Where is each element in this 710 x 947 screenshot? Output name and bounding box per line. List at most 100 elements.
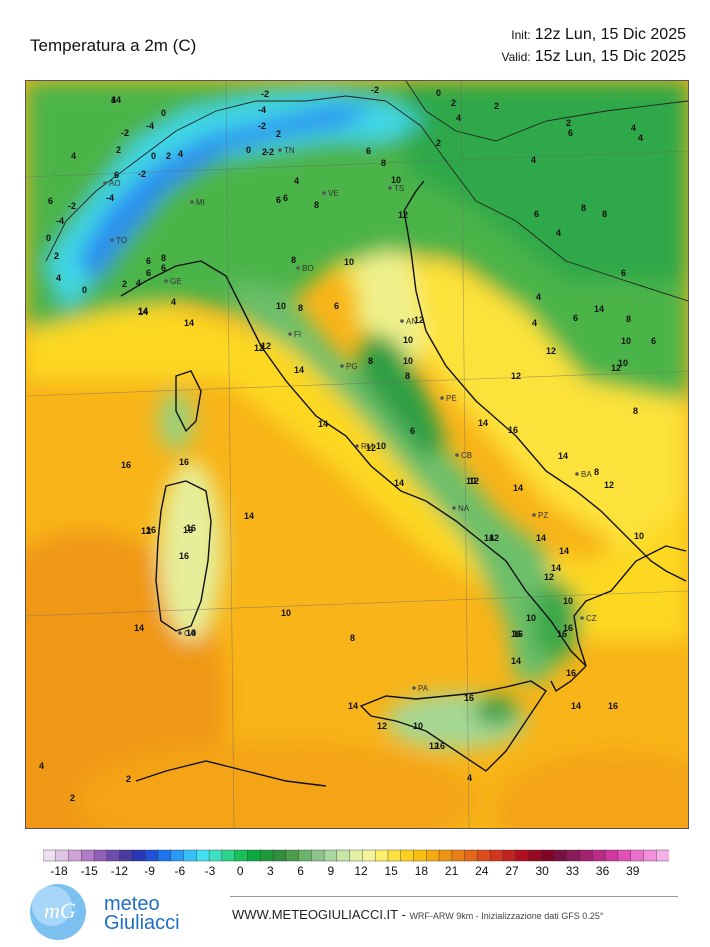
color-scale-tick: 36 — [595, 864, 610, 878]
color-swatch — [43, 849, 57, 862]
color-swatch — [196, 849, 210, 862]
temperature-value: 14 — [134, 623, 144, 633]
city-marker — [412, 686, 416, 690]
temperature-value: 10 — [186, 628, 196, 638]
color-swatch — [477, 849, 491, 862]
temperature-value: 4 — [136, 278, 141, 288]
temperature-value: 10 — [391, 175, 401, 185]
temperature-value: 6 — [146, 268, 151, 278]
city-marker — [340, 364, 344, 368]
city-label: AN — [406, 317, 417, 326]
color-scale-tick: 0 — [236, 864, 244, 878]
temperature-value: 10 — [618, 358, 628, 368]
color-scale-tick: 6 — [297, 864, 304, 878]
temperature-value: 14 — [138, 307, 148, 317]
footer-credits: WWW.METEOGIULIACCI.IT - WRF-ARW 9km - In… — [232, 907, 603, 922]
color-swatch — [438, 849, 453, 862]
city-marker — [388, 186, 392, 190]
color-swatch — [489, 849, 504, 862]
temperature-value: 14 — [111, 95, 121, 105]
graticule — [26, 81, 688, 828]
temperature-value: 12 — [414, 315, 424, 325]
temperature-value: 2 — [166, 151, 171, 161]
website-link[interactable]: WWW.METEOGIULIACCI.IT - — [232, 907, 406, 922]
temperature-value: 4 — [294, 176, 299, 186]
temperature-value: -2 — [138, 169, 146, 179]
color-swatch — [170, 849, 185, 862]
temperature-value: 2 — [276, 129, 281, 139]
temperature-value: 14 — [394, 478, 404, 488]
city-marker — [178, 631, 182, 635]
temperature-value: 12 — [611, 363, 621, 373]
temperature-value: 14 — [536, 533, 546, 543]
temperature-value: 14 — [138, 306, 148, 316]
temperature-value: 14 — [513, 483, 523, 493]
temperature-value: 2 — [566, 118, 571, 128]
color-scale-tick: 18 — [414, 864, 429, 878]
color-swatch — [272, 849, 287, 862]
temperature-value: 12 — [141, 526, 151, 536]
valid-value: 15z Lun, 15 Dic 2025 — [534, 48, 686, 65]
color-swatch — [464, 849, 479, 862]
color-swatch — [55, 849, 70, 862]
city-marker — [452, 506, 456, 510]
city-label: TS — [394, 184, 404, 193]
temperature-value: 8 — [314, 200, 319, 210]
color-swatch — [119, 849, 134, 862]
color-swatch — [298, 849, 312, 862]
color-swatch — [413, 849, 427, 862]
temperature-value: 16 — [121, 460, 131, 470]
city-marker — [164, 279, 168, 283]
color-swatch — [374, 849, 389, 862]
color-swatch — [247, 849, 261, 862]
temperature-value: 2 — [494, 101, 499, 111]
color-scale-bar — [43, 849, 669, 862]
temperature-value: 12 — [469, 476, 479, 486]
temperature-value: 2 — [126, 774, 131, 784]
temperature-value: 4 — [56, 273, 61, 283]
color-swatch — [502, 849, 517, 862]
color-swatch — [234, 849, 249, 862]
color-swatch — [426, 849, 440, 862]
color-scale-tick: 24 — [475, 864, 489, 878]
color-swatch — [132, 849, 146, 862]
footer-separator — [230, 896, 678, 897]
color-swatch — [323, 849, 338, 862]
city-labels: AO TO MI TN VE TS GE BO FI AN PG PE RM CB NA BA PZ CZ CA PA — [103, 146, 597, 693]
temperature-value: 2 — [54, 251, 59, 261]
country-borders — [45, 81, 688, 302]
temperature-value: 14 — [184, 318, 194, 328]
temperature-value: 8 — [350, 633, 355, 643]
temperature-value: 8 — [626, 314, 631, 324]
color-scale-tick: -3 — [204, 864, 216, 878]
color-scale-tick: 30 — [535, 864, 549, 878]
color-scale-tick: -9 — [144, 864, 155, 878]
temperature-value: 12 — [377, 721, 387, 731]
temperature-value: 10 — [621, 336, 631, 346]
temperature-value: 0 — [246, 145, 251, 155]
temperature-value: -2 — [261, 89, 269, 99]
temperature-value: -2 — [121, 128, 129, 138]
temperature-value: 14 — [244, 511, 254, 521]
city-label: NA — [458, 504, 470, 513]
city-label: RM — [361, 442, 374, 451]
temperature-value: 16 — [179, 457, 189, 467]
temperature-value: 8 — [602, 209, 607, 219]
temperature-value: 16 — [513, 629, 523, 639]
init-value: 12z Lun, 15 Dic 2025 — [534, 26, 686, 43]
temperature-value: 12 — [366, 443, 376, 453]
color-swatch — [183, 849, 198, 862]
color-swatch — [259, 849, 274, 862]
city-label: VE — [328, 189, 339, 198]
temperature-value: 16 — [146, 525, 156, 535]
temperature-value: 10 — [376, 441, 386, 451]
temperature-value: 6 — [114, 170, 119, 180]
color-swatch — [311, 849, 325, 862]
city-marker — [110, 238, 114, 242]
color-swatch — [93, 849, 108, 862]
temperature-value: 16 — [179, 551, 189, 561]
temperature-value: 10 — [281, 608, 291, 618]
temperature-map: 4 0 -2 -4 4 2 0 2 4 -2 -4 -2 2 0 -2 -2 0 2 2 4 2 4 2 4 6 -2 -4 0 2 4 6… — [25, 80, 689, 829]
color-swatch — [566, 849, 581, 862]
temperature-value: 14 — [571, 701, 581, 711]
